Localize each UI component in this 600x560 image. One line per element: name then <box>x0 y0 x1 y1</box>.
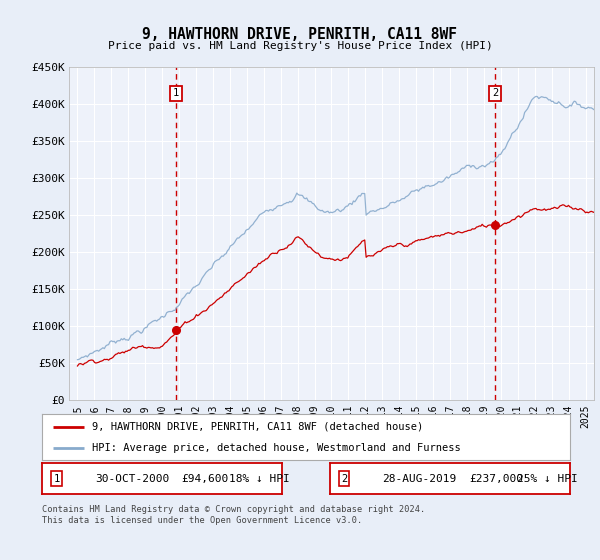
Text: HPI: Average price, detached house, Westmorland and Furness: HPI: Average price, detached house, West… <box>92 443 461 453</box>
Text: 2: 2 <box>341 474 347 483</box>
Text: 1: 1 <box>173 88 179 98</box>
Text: 2: 2 <box>492 88 498 98</box>
Text: Price paid vs. HM Land Registry's House Price Index (HPI): Price paid vs. HM Land Registry's House … <box>107 41 493 51</box>
Text: 1: 1 <box>53 474 59 483</box>
Text: £237,000: £237,000 <box>469 474 523 483</box>
Text: £94,600: £94,600 <box>181 474 229 483</box>
Text: 9, HAWTHORN DRIVE, PENRITH, CA11 8WF: 9, HAWTHORN DRIVE, PENRITH, CA11 8WF <box>143 27 458 42</box>
Text: 30-OCT-2000: 30-OCT-2000 <box>95 474 169 483</box>
Text: 28-AUG-2019: 28-AUG-2019 <box>383 474 457 483</box>
Text: 25% ↓ HPI: 25% ↓ HPI <box>517 474 578 483</box>
Text: Contains HM Land Registry data © Crown copyright and database right 2024.
This d: Contains HM Land Registry data © Crown c… <box>42 505 425 525</box>
Text: 9, HAWTHORN DRIVE, PENRITH, CA11 8WF (detached house): 9, HAWTHORN DRIVE, PENRITH, CA11 8WF (de… <box>92 422 424 432</box>
Text: 18% ↓ HPI: 18% ↓ HPI <box>229 474 290 483</box>
